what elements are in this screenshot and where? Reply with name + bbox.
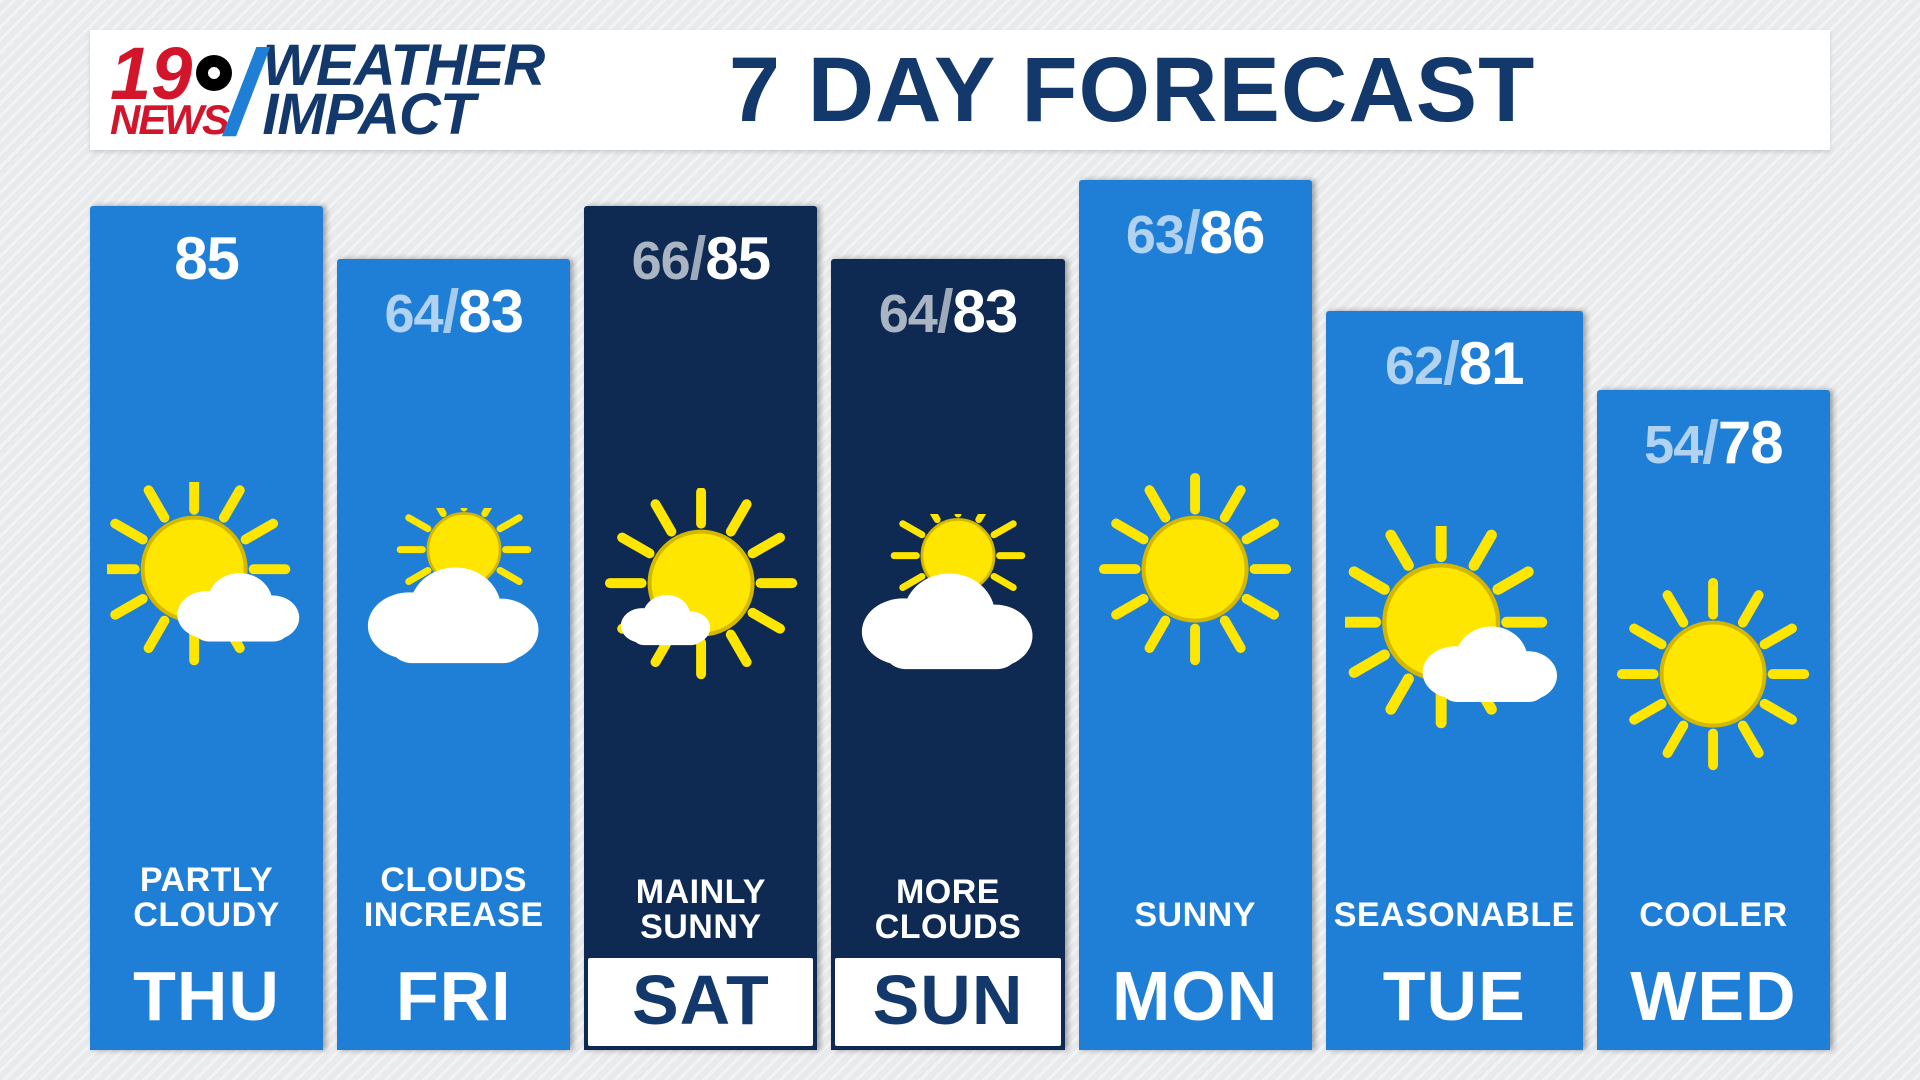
condition-text: SEASONABLE	[1326, 866, 1583, 946]
forecast-day-sun: 64/83 MORE CLOUDSSUN	[831, 259, 1064, 1050]
temps: 62/81	[1326, 311, 1583, 404]
day-label: MON	[1079, 946, 1312, 1050]
weather-icon-sun-small-cloud	[90, 299, 323, 863]
station-word: NEWS	[110, 103, 232, 137]
condition-text: PARTLY CLOUDY	[90, 863, 323, 946]
temp-low: 66	[632, 231, 690, 291]
weather-icon-sun-tiny-cloud	[584, 299, 817, 875]
day-label: THU	[90, 946, 323, 1050]
day-label: SUN	[835, 958, 1060, 1046]
forecast-day-wed: 54/78 COOLERWED	[1597, 390, 1830, 1050]
forecast-chart: 85 PARTLY CLOUDYTHU64/83 CLOUDS INCREASE…	[90, 180, 1830, 1050]
wi-bot: IMPACT	[262, 82, 474, 147]
temp-high: 86	[1200, 199, 1265, 266]
condition-text: MAINLY SUNNY	[584, 875, 817, 958]
day-label: FRI	[337, 946, 570, 1050]
forecast-day-tue: 62/81 SEASONABLETUE	[1326, 311, 1583, 1050]
temp-high: 85	[174, 225, 239, 292]
condition-text: MORE CLOUDS	[831, 875, 1064, 958]
temp-high: 78	[1718, 409, 1783, 476]
weather-icon-big-cloud-sun	[831, 352, 1064, 875]
temps: 85	[90, 206, 323, 299]
slash-icon: /	[226, 42, 258, 144]
temps: 64/83	[831, 259, 1064, 352]
temp-low: 64	[384, 284, 442, 344]
forecast-day-sat: 66/85 MAINLY SUNNYSAT	[584, 206, 817, 1050]
condition-text: SUNNY	[1079, 866, 1312, 946]
weather-impact-logo: WEATHER /IMPACT	[262, 41, 544, 140]
temps: 64/83	[337, 259, 570, 352]
temps: 63/86	[1079, 180, 1312, 273]
weather-icon-sun-small-cloud	[1326, 404, 1583, 866]
day-label: SAT	[588, 958, 813, 1046]
temp-high: 83	[458, 278, 523, 345]
temp-high: 83	[952, 278, 1017, 345]
temp-low: 62	[1385, 336, 1443, 396]
forecast-day-mon: 63/86 SUNNYMON	[1079, 180, 1312, 1050]
condition-text: COOLER	[1597, 866, 1830, 946]
temp-high: 81	[1459, 330, 1524, 397]
day-label: WED	[1597, 946, 1830, 1050]
day-label: TUE	[1326, 946, 1583, 1050]
temp-low: 54	[1644, 415, 1702, 475]
temps: 66/85	[584, 206, 817, 299]
station-number: 19	[110, 44, 192, 103]
temp-high: 85	[705, 225, 770, 292]
weather-icon-big-cloud-sun	[337, 352, 570, 863]
condition-text: CLOUDS INCREASE	[337, 863, 570, 946]
header-bar: 19 NEWS WEATHER /IMPACT 7 DAY FORECAST	[90, 30, 1830, 150]
temps: 54/78	[1597, 390, 1830, 483]
station-logo: 19 NEWS	[110, 44, 232, 137]
forecast-day-thu: 85 PARTLY CLOUDYTHU	[90, 206, 323, 1050]
weather-icon-sun	[1079, 273, 1312, 866]
forecast-day-fri: 64/83 CLOUDS INCREASEFRI	[337, 259, 570, 1050]
page-title: 7 DAY FORECAST	[574, 38, 1810, 143]
temp-low: 63	[1126, 205, 1184, 265]
weather-icon-sun	[1597, 483, 1830, 866]
temp-low: 64	[879, 284, 937, 344]
